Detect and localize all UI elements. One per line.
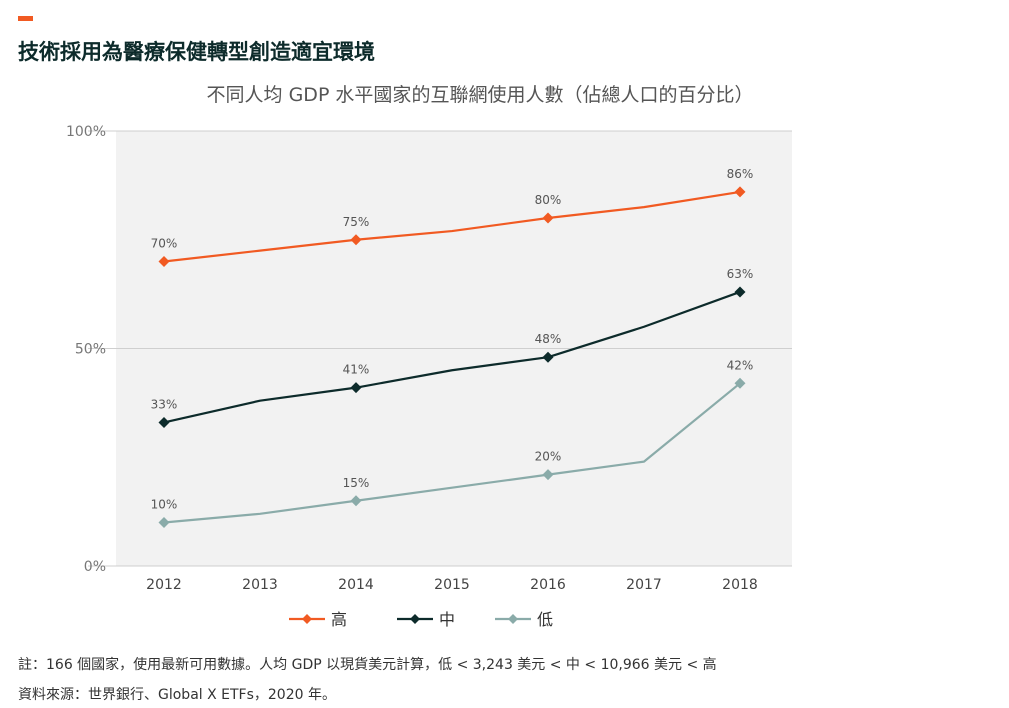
y-tick-label: 50% [75, 342, 106, 358]
data-point [158, 517, 170, 528]
legend-label: 高 [331, 610, 347, 629]
legend-label: 中 [439, 610, 455, 629]
x-tick-label: 2014 [338, 577, 374, 593]
y-tick-label: 0% [84, 559, 106, 575]
x-tick-label: 2012 [146, 577, 182, 593]
data-point [734, 286, 746, 298]
legend-marker [302, 614, 312, 624]
data-point [350, 234, 362, 246]
x-tick-label: 2017 [626, 577, 662, 593]
data-label: 42% [727, 358, 754, 372]
data-point [734, 186, 746, 198]
data-point [350, 382, 362, 394]
data-label: 20% [535, 450, 562, 464]
legend-label: 低 [537, 610, 553, 629]
accent-bar [18, 16, 33, 21]
x-tick-label: 2016 [530, 577, 566, 593]
page-headline: 技術採用為醫療保健轉型創造適宜環境 [18, 40, 375, 64]
legend-marker [508, 614, 518, 624]
x-tick-label: 2015 [434, 577, 470, 593]
data-label: 41% [343, 363, 370, 377]
data-label: 63% [727, 267, 754, 281]
data-label: 80% [535, 193, 562, 207]
data-label: 75% [343, 215, 370, 229]
chart-title: 不同人均 GDP 水平國家的互聯網使用人數（佔總人口的百分比） [206, 84, 754, 106]
source-note: 資料來源：世界銀行、Global X ETFs，2020 年。 [18, 687, 336, 703]
data-label: 10% [151, 498, 178, 512]
data-label: 48% [535, 332, 562, 346]
data-label: 86% [727, 167, 754, 181]
data-point [734, 377, 746, 389]
y-tick-label: 100% [66, 124, 106, 140]
data-label: 70% [151, 237, 178, 251]
data-label: 33% [151, 397, 178, 411]
x-tick-label: 2013 [242, 577, 278, 593]
series-line-1 [163, 190, 741, 263]
series-line-2 [163, 290, 741, 424]
x-tick-label: 2018 [722, 577, 758, 593]
legend-marker [410, 614, 420, 624]
series-line-3 [163, 382, 741, 524]
data-point [542, 212, 554, 224]
data-point [542, 469, 554, 481]
data-point [158, 416, 170, 428]
data-label: 15% [343, 476, 370, 490]
data-point [542, 351, 554, 363]
data-point [350, 495, 362, 507]
data-point [158, 256, 170, 267]
footnote: 註：166 個國家，使用最新可用數據。人均 GDP 以現貨美元計算，低 < 3,… [18, 657, 717, 673]
